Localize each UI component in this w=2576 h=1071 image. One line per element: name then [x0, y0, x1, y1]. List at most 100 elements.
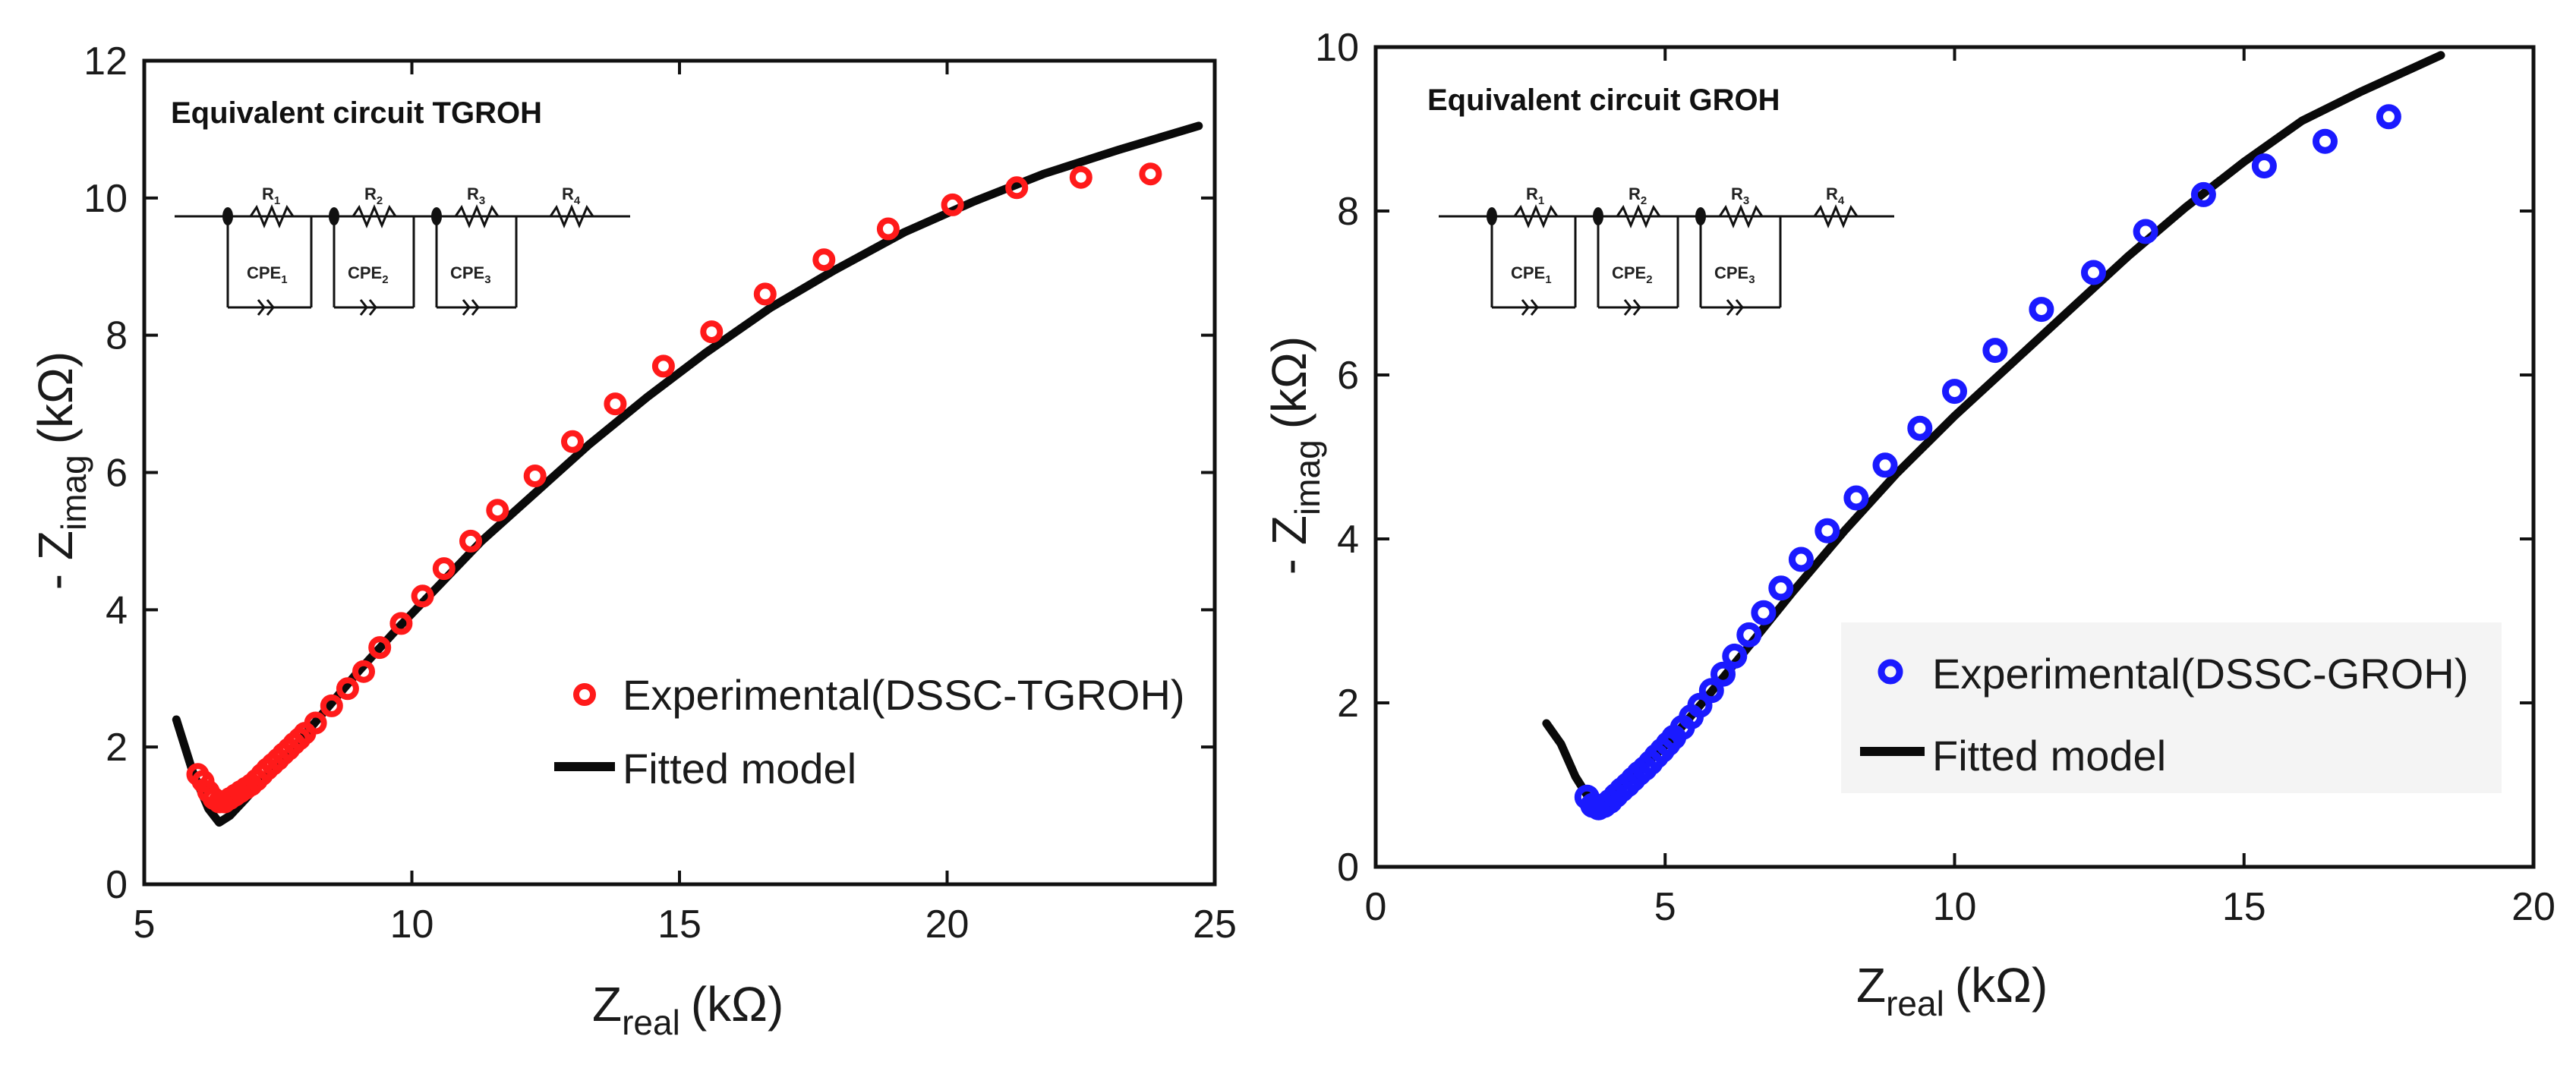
y-tick-label: 6: [1337, 354, 1359, 398]
experimental-point: [876, 217, 900, 241]
resistor-label: R1: [262, 184, 280, 207]
experimental-point: [1698, 678, 1724, 704]
left-experimental-points: [186, 162, 1162, 814]
experimental-point: [604, 392, 627, 416]
x-tick-label: 25: [1193, 902, 1237, 947]
experimental-point: [2376, 104, 2401, 130]
experimental-point: [2313, 128, 2338, 154]
resistor-label: R4: [562, 184, 581, 207]
experimental-point: [1736, 622, 1762, 647]
experimental-point: [1872, 452, 1898, 478]
experimental-point: [1751, 600, 1777, 625]
cpe-icon: [462, 299, 471, 316]
resistor-label: R3: [1731, 184, 1749, 207]
x-tick-label: 5: [134, 902, 156, 947]
experimental-point: [459, 529, 482, 553]
experimental-point: [700, 320, 724, 344]
experimental-point: [1139, 162, 1162, 186]
node-dot: [329, 207, 339, 225]
experimental-point: [2133, 219, 2158, 244]
left-ticks: 5 10 15 20 25 0 2 4 6 8 10 12: [84, 39, 1237, 947]
cpe-label: CPE3: [1714, 263, 1755, 286]
y-tick-label: 12: [84, 39, 128, 83]
experimental-point: [1942, 379, 1967, 405]
right-legend: Experimental(DSSC-GROH) Fitted model: [1860, 650, 2468, 780]
y-tick-label: 8: [106, 314, 128, 358]
experimental-point: [1069, 165, 1093, 189]
y-tick-label: 10: [1315, 26, 1359, 70]
circuit-wires: [175, 204, 630, 316]
experimental-point: [1687, 692, 1713, 718]
left-plot-frame: [142, 58, 1217, 887]
experimental-point: [1711, 661, 1736, 687]
experimental-point: [2081, 260, 2106, 285]
experimental-point: [561, 430, 584, 453]
right-x-axis-label: Zreal (kΩ): [1856, 958, 2048, 1023]
experimental-point: [2029, 297, 2054, 323]
resistor-icon: [1513, 204, 1559, 228]
y-tick-label: 10: [84, 177, 128, 221]
resistor-label: R3: [467, 184, 485, 207]
cpe-label: CPE1: [1511, 263, 1552, 286]
circuit-wires: [1439, 204, 1894, 316]
experimental-point: [1907, 415, 1933, 441]
resistor-icon: [352, 204, 397, 228]
right-legend-background: [1841, 622, 2502, 793]
x-tick-label: 0: [1365, 885, 1387, 929]
experimental-point: [352, 660, 375, 683]
x-tick-label: 10: [1933, 885, 1977, 929]
y-tick-label: 0: [106, 863, 128, 907]
cpe-icon: [257, 299, 266, 316]
experimental-point: [753, 282, 777, 306]
experimental-point: [1843, 485, 1869, 511]
resistor-icon: [454, 204, 500, 228]
resistor-icon: [1813, 204, 1859, 228]
experimental-point: [336, 677, 359, 701]
experimental-point: [651, 354, 675, 378]
node-dot: [1593, 207, 1603, 225]
x-tick-label: 15: [657, 902, 702, 947]
resistor-icon: [549, 204, 594, 228]
experimental-point: [1722, 643, 1748, 669]
left-legend: Experimental(DSSC-TGROH) Fitted model: [554, 671, 1185, 792]
experimental-point: [389, 612, 413, 635]
experimental-point: [304, 711, 327, 735]
legend-label-fit: Fitted model: [1932, 732, 2166, 780]
cpe-label: CPE2: [348, 263, 389, 286]
resistor-icon: [1616, 204, 1661, 228]
x-tick-label: 15: [2222, 885, 2266, 929]
legend-label-fit: Fitted model: [623, 745, 856, 792]
experimental-point: [486, 499, 509, 522]
resistor-icon: [249, 204, 295, 228]
y-tick-label: 2: [1337, 682, 1359, 726]
x-tick-label: 10: [390, 902, 434, 947]
chart-right: 0 5 10 15 20 0 2 4 6 8 10 Equivalent circuit GROH: [1262, 26, 2556, 1023]
node-dot: [1695, 207, 1706, 225]
left-y-axis-label: - Zimag(kΩ): [28, 351, 93, 590]
y-tick-label: 4: [1337, 518, 1359, 562]
experimental-point: [523, 465, 547, 487]
node-dot: [222, 207, 233, 225]
cpe-label: CPE2: [1612, 263, 1653, 286]
x-tick-label: 5: [1654, 885, 1676, 929]
resistor-icon: [1718, 204, 1764, 228]
experimental-point: [1788, 547, 1814, 572]
experimental-point: [432, 557, 456, 581]
left-circuit-title: Equivalent circuit TGROH: [171, 96, 542, 130]
left-circuit-diagram: R1 R2 R3 R4 CPE1 CPE2 CPE3: [175, 184, 630, 316]
experimental-point: [1005, 176, 1029, 200]
cpe-icon: [1726, 299, 1735, 316]
chart-left: 5 10 15 20 25 0 2 4 6 8 10 12 Equivalent circuit TG…: [28, 39, 1237, 1042]
experimental-point: [320, 694, 343, 717]
y-tick-label: 8: [1337, 190, 1359, 234]
cpe-icon: [359, 299, 368, 316]
cpe-icon: [1521, 299, 1530, 316]
right-ticks: 0 5 10 15 20 0 2 4 6 8 10: [1315, 26, 2556, 929]
y-tick-label: 4: [106, 588, 128, 632]
resistor-label: R4: [1826, 184, 1845, 207]
experimental-point: [941, 193, 964, 216]
resistor-label: R2: [1629, 184, 1647, 207]
cpe-label: CPE3: [450, 263, 491, 286]
y-tick-label: 2: [106, 726, 128, 770]
